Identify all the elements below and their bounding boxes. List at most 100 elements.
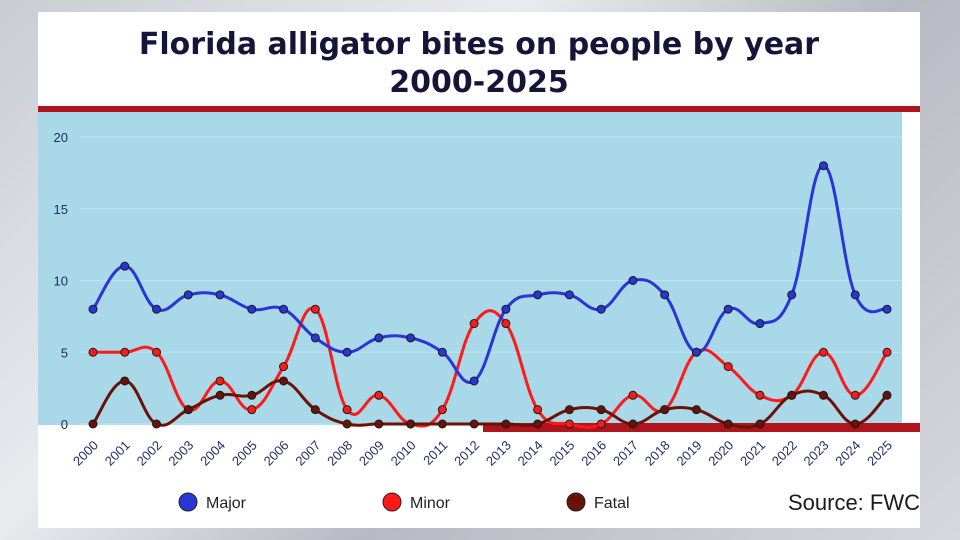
data-point-fatal bbox=[755, 419, 765, 429]
x-tick-label: 2023 bbox=[801, 438, 832, 469]
data-point-fatal bbox=[818, 390, 828, 400]
data-point-major bbox=[818, 161, 828, 171]
data-point-fatal bbox=[533, 419, 543, 429]
data-point-fatal bbox=[628, 419, 638, 429]
data-point-fatal bbox=[660, 405, 670, 415]
data-point-minor bbox=[533, 405, 543, 415]
y-tick-label: 0 bbox=[61, 417, 68, 432]
x-tick-label: 2019 bbox=[674, 438, 705, 469]
x-tick-label: 2009 bbox=[356, 438, 387, 469]
data-point-major bbox=[437, 347, 447, 357]
data-point-major bbox=[406, 333, 416, 343]
data-point-fatal bbox=[501, 419, 511, 429]
plot-area bbox=[38, 112, 902, 425]
series-line-minor bbox=[93, 306, 889, 429]
x-tick-label: 2018 bbox=[642, 438, 673, 469]
x-tick-label: 2010 bbox=[388, 438, 419, 469]
x-tick-label: 2003 bbox=[165, 438, 196, 469]
x-tick-label: 2012 bbox=[451, 438, 482, 469]
data-point-minor bbox=[628, 390, 638, 400]
x-tick-label: 2002 bbox=[134, 438, 165, 469]
data-point-minor bbox=[152, 347, 162, 357]
data-point-fatal bbox=[850, 419, 860, 429]
data-point-minor bbox=[215, 376, 225, 386]
x-tick-label: 2022 bbox=[769, 438, 800, 469]
data-point-minor bbox=[88, 347, 98, 357]
x-tick-label: 2001 bbox=[102, 438, 133, 469]
data-point-major bbox=[120, 261, 130, 271]
data-point-minor bbox=[469, 319, 479, 329]
data-point-major bbox=[533, 290, 543, 300]
data-point-minor bbox=[437, 405, 447, 415]
x-tick-label: 2024 bbox=[832, 438, 863, 469]
data-point-major bbox=[501, 304, 511, 314]
data-point-minor bbox=[374, 390, 384, 400]
data-point-fatal bbox=[437, 419, 447, 429]
x-tick-label: 2016 bbox=[578, 438, 609, 469]
x-tick-label: 2013 bbox=[483, 438, 514, 469]
data-point-major bbox=[723, 304, 733, 314]
x-tick-label: 2008 bbox=[324, 438, 355, 469]
x-tick-label: 2000 bbox=[70, 438, 101, 469]
data-point-major bbox=[628, 276, 638, 285]
data-point-minor bbox=[723, 362, 733, 372]
data-point-major bbox=[152, 304, 162, 314]
data-point-major bbox=[691, 347, 701, 357]
y-tick-label: 15 bbox=[54, 202, 68, 217]
data-point-major bbox=[469, 376, 479, 386]
data-point-major bbox=[787, 290, 797, 300]
data-point-minor bbox=[501, 319, 511, 329]
legend-label-minor: Minor bbox=[410, 495, 451, 512]
data-point-major bbox=[564, 290, 574, 300]
data-point-minor bbox=[120, 347, 130, 357]
data-point-minor bbox=[850, 390, 860, 400]
y-tick-label: 20 bbox=[54, 130, 68, 145]
x-tick-label: 2011 bbox=[420, 438, 450, 468]
x-tick-label: 2021 bbox=[737, 438, 768, 469]
data-point-fatal bbox=[215, 390, 225, 400]
data-point-fatal bbox=[342, 419, 352, 429]
x-tick-label: 2020 bbox=[705, 438, 736, 469]
chart-title-block: Florida alligator bites on people by yea… bbox=[38, 26, 920, 102]
x-tick-label: 2006 bbox=[261, 438, 292, 469]
data-point-major bbox=[279, 304, 289, 314]
data-point-minor bbox=[818, 347, 828, 357]
data-point-major bbox=[342, 347, 352, 357]
data-point-fatal bbox=[406, 419, 416, 429]
data-point-fatal bbox=[152, 419, 162, 429]
data-point-major bbox=[660, 290, 670, 300]
data-point-minor bbox=[279, 362, 289, 372]
chart-title: Florida alligator bites on people by yea… bbox=[138, 27, 820, 62]
legend-marker-major bbox=[178, 492, 198, 512]
data-point-fatal bbox=[882, 390, 892, 400]
source-label: Source: FWC bbox=[788, 490, 920, 515]
data-point-fatal bbox=[88, 419, 98, 429]
data-point-major bbox=[247, 304, 257, 314]
legend-marker-fatal bbox=[566, 492, 586, 512]
data-point-minor bbox=[310, 304, 320, 314]
data-point-fatal bbox=[247, 390, 257, 400]
data-point-fatal bbox=[374, 419, 384, 429]
x-tick-label: 2014 bbox=[515, 438, 546, 469]
x-tick-label: 2007 bbox=[292, 438, 323, 469]
x-tick-label: 2025 bbox=[864, 438, 895, 469]
x-tick-label: 2005 bbox=[229, 438, 260, 469]
data-point-minor bbox=[564, 419, 574, 429]
data-point-fatal bbox=[310, 405, 320, 415]
data-point-major bbox=[215, 290, 225, 300]
data-point-fatal bbox=[120, 376, 130, 386]
chart-subtitle: 2000-2025 bbox=[389, 65, 569, 100]
y-tick-label: 10 bbox=[54, 274, 68, 289]
data-point-minor bbox=[755, 390, 765, 400]
bottom-accent-bar bbox=[483, 423, 920, 432]
data-point-fatal bbox=[469, 419, 479, 429]
data-point-minor bbox=[247, 405, 257, 415]
x-tick-label: 2004 bbox=[197, 438, 228, 469]
legend-label-major: Major bbox=[206, 495, 247, 512]
data-point-fatal bbox=[787, 390, 797, 400]
data-point-fatal bbox=[279, 376, 289, 386]
data-point-minor bbox=[342, 405, 352, 415]
data-point-major bbox=[850, 290, 860, 300]
data-point-major bbox=[88, 304, 98, 314]
